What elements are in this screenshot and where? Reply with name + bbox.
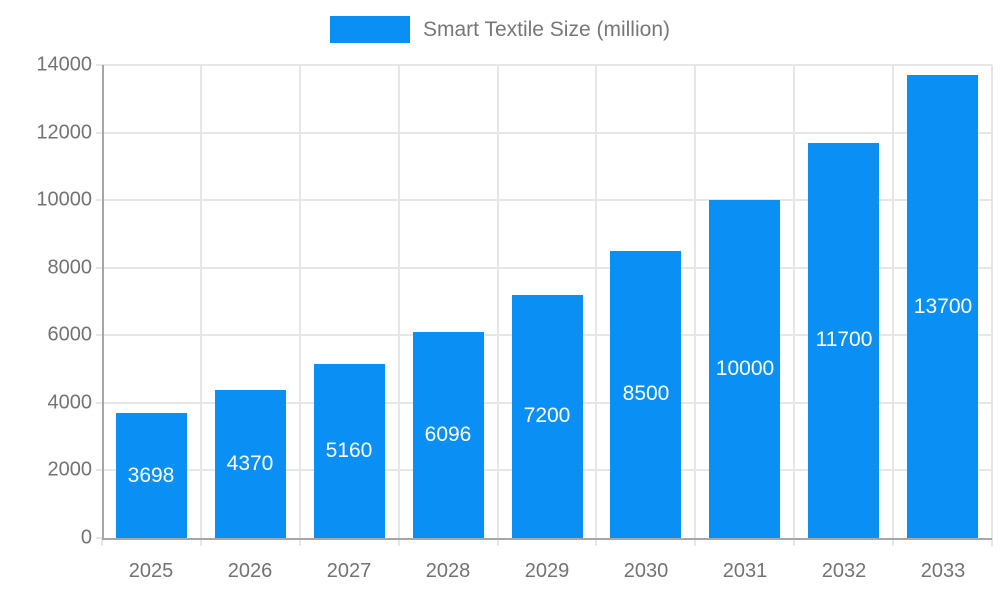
legend[interactable]: Smart Textile Size (million) (0, 16, 1000, 43)
bar-2032[interactable] (808, 143, 879, 538)
x-axis-tick (200, 538, 202, 546)
x-axis-tick-label: 2026 (227, 560, 273, 582)
bar-value-label: 10000 (715, 357, 775, 380)
gridline-horizontal (102, 267, 992, 269)
gridline-horizontal (102, 64, 992, 66)
y-axis-tick (96, 402, 102, 404)
gridline-vertical (200, 65, 202, 538)
x-axis-tick-label: 2025 (128, 560, 174, 582)
x-axis-tick-label: 2032 (821, 560, 867, 582)
y-axis-tick-label: 2000 (47, 458, 93, 481)
y-axis-tick (96, 469, 102, 471)
y-axis-tick-label: 10000 (36, 188, 92, 211)
gridline-vertical (595, 65, 597, 538)
gridline-vertical (793, 65, 795, 538)
gridline-vertical (398, 65, 400, 538)
y-axis-tick (96, 64, 102, 66)
x-axis-tick-label: 2028 (425, 560, 471, 582)
bar-value-label: 3698 (127, 464, 175, 487)
x-axis-tick-label: 2027 (326, 560, 372, 582)
x-axis-tick (595, 538, 597, 546)
y-axis-tick-label: 8000 (47, 256, 93, 279)
bar-2025[interactable] (116, 413, 187, 538)
y-axis-tick (96, 537, 102, 539)
bar-2028[interactable] (413, 332, 484, 538)
x-axis-line (102, 538, 992, 540)
bar-2026[interactable] (215, 390, 286, 538)
x-axis-tick-label: 2030 (623, 560, 669, 582)
y-axis-tick (96, 132, 102, 134)
gridline-vertical (299, 65, 301, 538)
bar-value-label: 11700 (815, 328, 873, 351)
bar-value-label: 8500 (622, 382, 670, 405)
bar-2030[interactable] (610, 251, 681, 538)
legend-swatch-icon (329, 16, 410, 43)
gridline-horizontal (102, 132, 992, 134)
gridline-vertical (497, 65, 499, 538)
bar-value-label: 5160 (325, 439, 373, 462)
gridline-vertical (892, 65, 894, 538)
bar-value-label: 13700 (913, 295, 973, 318)
y-axis-tick-label: 12000 (36, 121, 92, 144)
y-axis-tick-label: 0 (80, 526, 92, 549)
bar-value-label: 4370 (226, 452, 274, 475)
x-axis-tick-label: 2031 (722, 560, 768, 582)
bar-value-label: 7200 (523, 404, 571, 427)
y-axis-tick-label: 4000 (47, 391, 93, 414)
y-axis-tick-label: 6000 (47, 323, 93, 346)
gridline-vertical (991, 65, 993, 538)
y-axis-tick-label: 14000 (36, 53, 92, 76)
x-axis-tick (101, 538, 103, 546)
x-axis-tick (299, 538, 301, 546)
bar-2029[interactable] (512, 295, 583, 538)
x-axis-tick (497, 538, 499, 546)
gridline-horizontal (102, 199, 992, 201)
y-axis-tick (96, 267, 102, 269)
bar-value-label: 6096 (424, 423, 472, 446)
bar-2031[interactable] (709, 200, 780, 538)
y-axis-line (102, 65, 104, 540)
legend-label: Smart Textile Size (million) (422, 18, 670, 41)
x-axis-tick-label: 2029 (524, 560, 570, 582)
x-axis-tick-label: 2033 (920, 560, 966, 582)
x-axis-tick (793, 538, 795, 546)
y-axis-tick (96, 199, 102, 201)
y-axis-tick (96, 334, 102, 336)
bar-2027[interactable] (314, 364, 385, 538)
x-axis-tick (991, 538, 993, 546)
bar-2033[interactable] (907, 75, 978, 538)
gridline-vertical (694, 65, 696, 538)
x-axis-tick (398, 538, 400, 546)
x-axis-tick (892, 538, 894, 546)
x-axis-tick (694, 538, 696, 546)
